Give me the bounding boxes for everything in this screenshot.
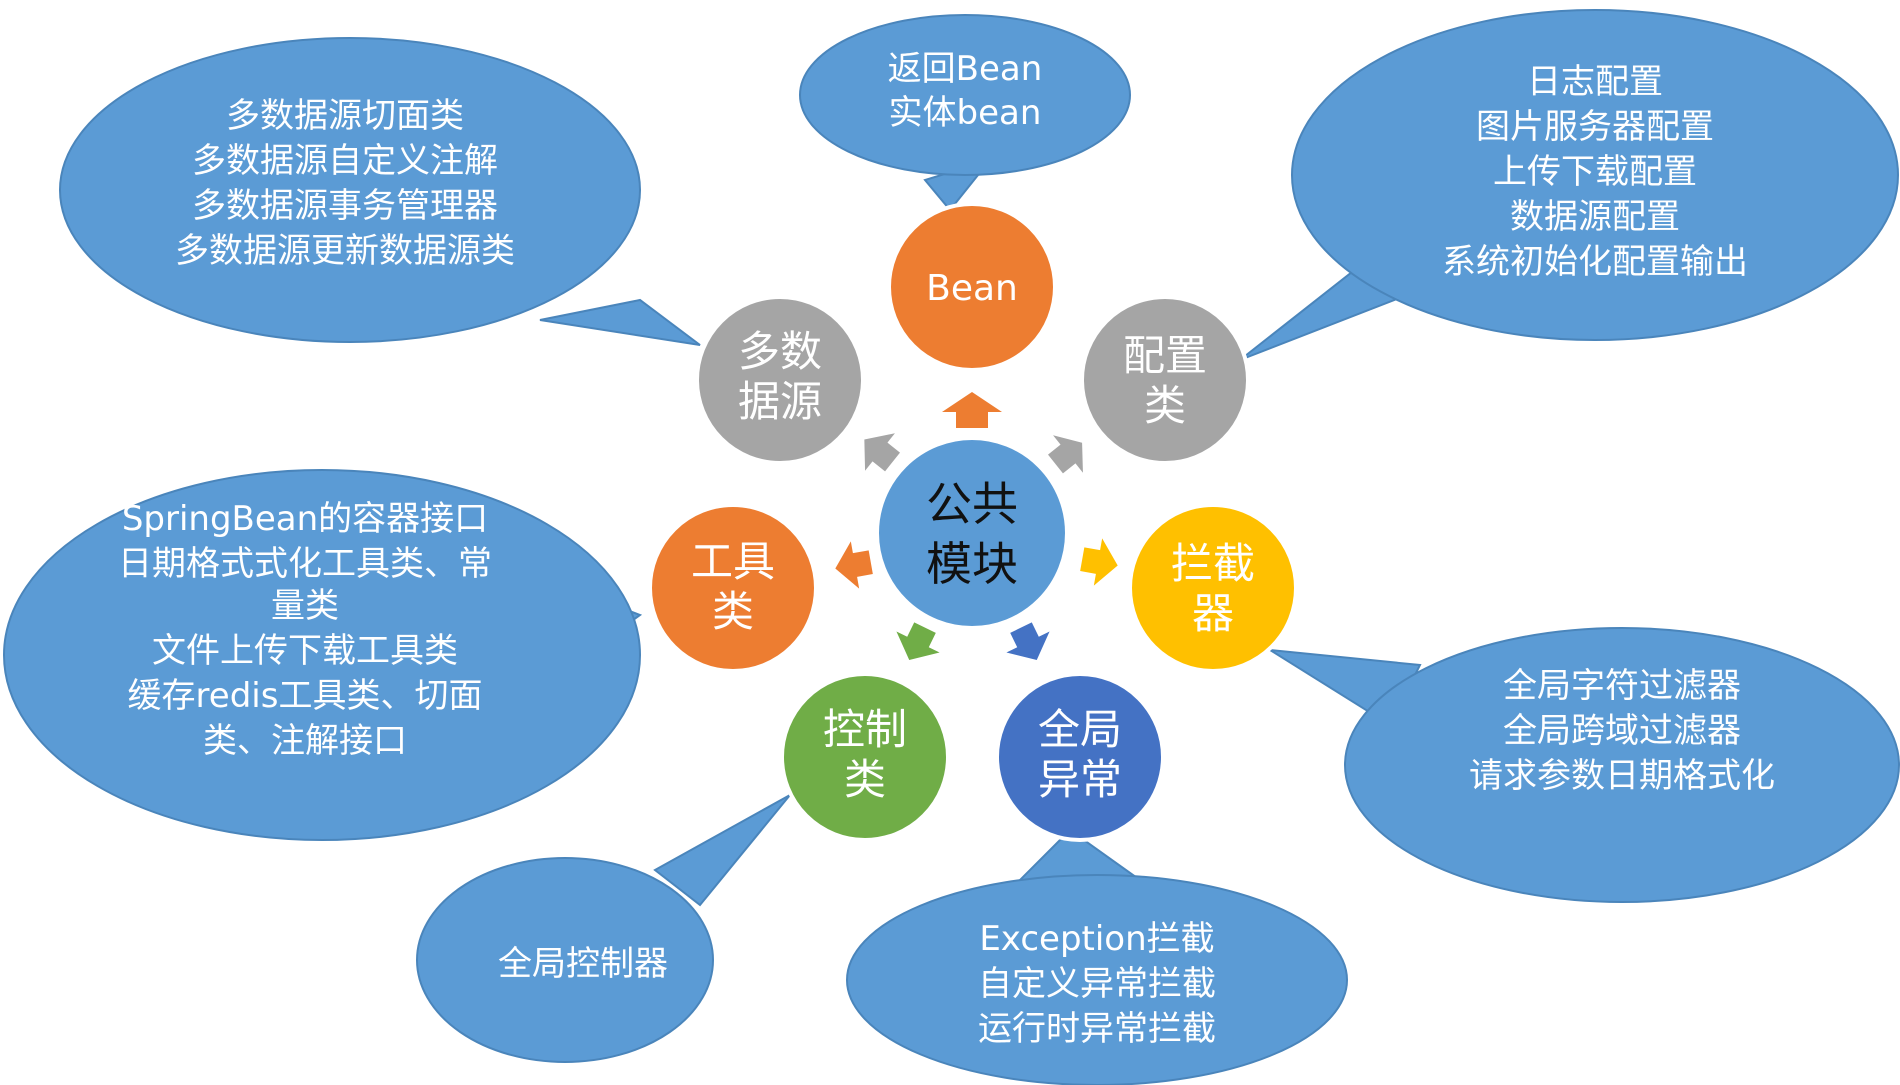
arrow-to-bean [942,392,1002,428]
center-node-label: 模块 [926,537,1018,591]
callout-controller-line: 全局控制器 [498,944,668,984]
callout-tools-line: 类、注解接口 [203,721,407,761]
node-config: 配置 类 [1080,295,1250,465]
callout-tools-line: SpringBean的容器接口 [122,499,488,539]
arrows [835,392,1118,660]
callout-exception: Exception拦截 自定义异常拦截 运行时异常拦截 [846,828,1348,1085]
callout-datasource: 多数据源切面类 多数据源自定义注解 多数据源事务管理器 多数据源更新数据源类 [59,37,701,346]
node-exception-label: 异常 [1038,755,1122,804]
callout-tools-line: 文件上传下载工具类 [152,631,458,671]
callout-bean-line: 返回Bean [888,49,1043,89]
node-datasource-label: 多数 [738,327,822,376]
callout-interceptor-line: 全局跨域过滤器 [1503,711,1741,751]
arrow-to-datasource [864,433,900,472]
callout-datasource-line: 多数据源自定义注解 [192,141,498,181]
node-datasource-label: 据源 [738,377,822,426]
node-tools-label: 类 [712,587,754,636]
callout-tools-line: 缓存redis工具类、切面 [128,676,483,716]
callout-config: 日志配置 图片服务器配置 上传下载配置 数据源配置 系统初始化配置输出 [1239,9,1899,361]
callout-interceptor: 全局字符过滤器 全局跨域过滤器 请求参数日期格式化 [1269,627,1900,903]
node-bean-label: Bean [926,268,1018,309]
callout-controller: 全局控制器 [416,794,791,1063]
callout-tools-line: 日期格式式化工具类、常 [118,544,492,584]
node-datasource: 多数 据源 [695,295,865,465]
node-controller: 控制 类 [780,672,950,842]
node-tools: 工具 类 [648,503,818,673]
arrow-to-config [1048,435,1083,474]
callout-interceptor-line: 请求参数日期格式化 [1469,756,1775,796]
node-interceptor: 拦截 器 [1128,503,1298,673]
node-tools-label: 工具 [691,537,775,586]
node-controller-label: 类 [844,755,886,804]
node-config-label: 配置 [1123,331,1207,380]
arrow-to-controller [896,622,940,660]
callout-bean-line: 实体bean [889,93,1042,133]
node-bean: Bean [887,202,1057,372]
center-node-label: 公共 [926,477,1018,531]
arrow-to-tools [835,541,873,589]
arrow-to-exception [1006,622,1050,660]
center-node: 公共 模块 [875,436,1069,630]
callout-config-line: 系统初始化配置输出 [1442,242,1748,282]
node-exception: 全局 异常 [995,672,1165,842]
callout-datasource-line: 多数据源切面类 [226,96,464,136]
node-interceptor-label: 器 [1192,589,1234,638]
callout-tools-line: 量类 [271,586,339,626]
node-config-label: 类 [1144,381,1186,430]
node-controller-label: 控制 [823,705,907,754]
callout-interceptor-line: 全局字符过滤器 [1503,666,1741,706]
node-interceptor-label: 拦截 [1171,539,1255,588]
callout-datasource-text: 多数据源切面类 多数据源自定义注解 多数据源事务管理器 多数据源更新数据源类 [175,96,515,271]
callout-datasource-line: 多数据源更新数据源类 [175,231,515,271]
callout-config-line: 数据源配置 [1510,197,1680,237]
callout-exception-line: 自定义异常拦截 [978,964,1216,1004]
callout-config-line: 上传下载配置 [1493,152,1697,192]
arrow-to-interceptor [1080,538,1118,586]
callout-exception-line: 运行时异常拦截 [978,1009,1216,1049]
callout-tools: SpringBean的容器接口 日期格式式化工具类、常 量类 文件上传下载工具类… [3,469,643,841]
node-exception-label: 全局 [1038,705,1122,754]
callout-config-line: 日志配置 [1527,62,1663,102]
callout-bean: 返回Bean 实体bean [799,14,1131,212]
callout-datasource-line: 多数据源事务管理器 [192,186,498,226]
callout-config-line: 图片服务器配置 [1476,107,1714,147]
callout-exception-line: Exception拦截 [979,919,1214,959]
